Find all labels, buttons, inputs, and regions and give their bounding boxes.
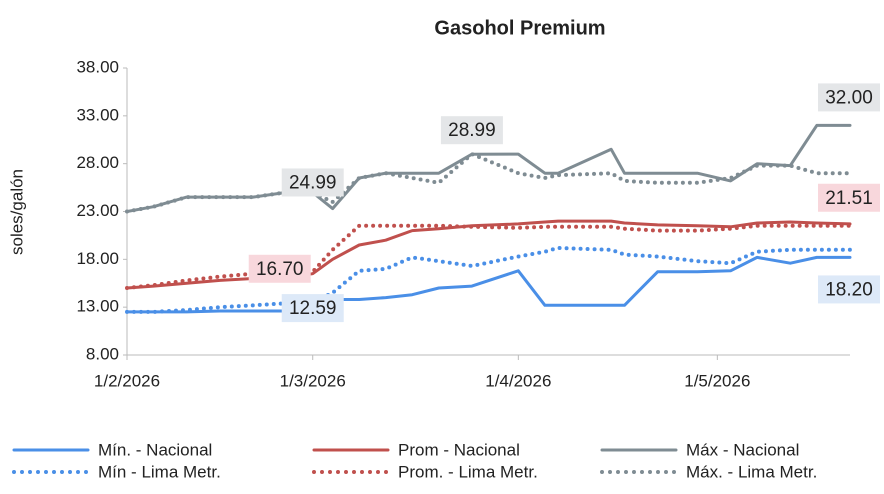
legend-label: Máx - Nacional — [686, 440, 799, 459]
data-label: 32.00 — [825, 87, 873, 108]
series-line — [125, 245, 852, 314]
chart-title: Gasohol Premium — [434, 17, 605, 39]
x-tick-label: 1/3/2026 — [280, 371, 346, 390]
y-axis-label: soles/galón — [7, 169, 26, 255]
legend-label: Prom. - Lima Metr. — [398, 462, 538, 481]
x-tick-label: 1/4/2026 — [485, 371, 551, 390]
y-tick-label: 13.00 — [76, 297, 119, 316]
legend-label: Mín - Lima Metr. — [98, 462, 221, 481]
series-line — [125, 219, 852, 290]
data-label-box — [281, 168, 344, 197]
data-label-box — [818, 83, 880, 112]
series-line — [125, 152, 852, 214]
legend-label: Prom - Nacional — [398, 440, 520, 459]
data-label-box — [818, 183, 880, 212]
data-label: 24.99 — [289, 172, 337, 193]
x-tick-label: 1/5/2026 — [684, 371, 750, 390]
y-tick-label: 18.00 — [76, 249, 119, 268]
y-tick-label: 38.00 — [76, 57, 119, 76]
y-tick-label: 8.00 — [86, 344, 119, 363]
series-line — [125, 255, 852, 314]
y-tick-label: 33.00 — [76, 105, 119, 124]
data-label-box — [281, 294, 344, 323]
legend-label: Máx. - Lima Metr. — [686, 462, 817, 481]
data-label: 21.51 — [825, 188, 873, 209]
y-tick-label: 23.00 — [76, 201, 119, 220]
y-tick-label: 28.00 — [76, 153, 119, 172]
x-tick-label: 1/2/2026 — [94, 371, 160, 390]
data-label: 16.70 — [256, 259, 304, 280]
data-label-box — [248, 254, 311, 283]
data-label: 18.20 — [825, 279, 873, 300]
data-label-box — [440, 116, 503, 145]
data-label-box — [818, 275, 880, 304]
legend-label: Mín. - Nacional — [98, 440, 212, 459]
data-label: 12.59 — [289, 298, 337, 319]
data-label: 28.99 — [448, 120, 496, 141]
